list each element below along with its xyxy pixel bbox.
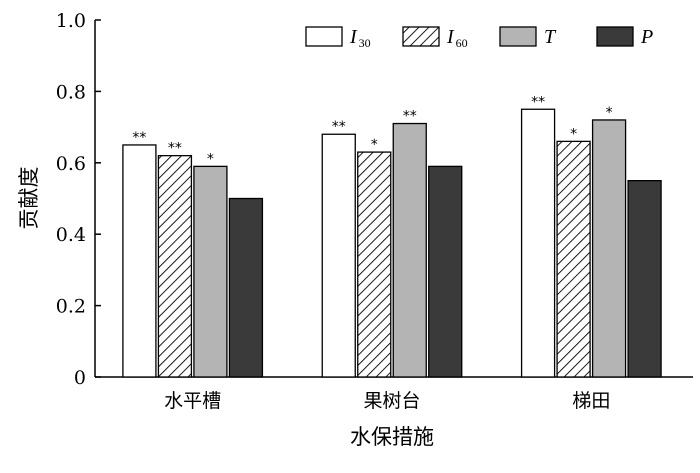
- legend-swatch-P: [596, 26, 634, 47]
- significance-label: **: [403, 109, 417, 125]
- y-tick-label: 0.6: [56, 153, 86, 175]
- legend-swatch-I60: [402, 26, 440, 47]
- bar-I30-1: [122, 144, 157, 378]
- y-tick-label: 0.8: [56, 81, 86, 103]
- bar-T-3: [591, 119, 627, 378]
- bar-I60-3: [556, 140, 591, 378]
- significance-label: *: [371, 137, 378, 153]
- bar-I60-1: [157, 155, 193, 378]
- y-tick-label: 0.2: [56, 296, 86, 318]
- bar-I30-3: [520, 108, 556, 378]
- significance-label: **: [531, 94, 545, 110]
- bar-I30-2: [321, 133, 356, 378]
- y-tick-label: 0: [74, 367, 86, 389]
- x-category-label: 梯田: [572, 390, 610, 412]
- bar-T-1: [193, 165, 228, 378]
- bar-P-1: [228, 197, 264, 378]
- legend-swatch-I30: [305, 26, 343, 47]
- significance-label: **: [132, 130, 146, 146]
- significance-label: *: [570, 126, 577, 142]
- x-category-label: 水平槽: [164, 390, 221, 412]
- bar-I60-2: [357, 151, 392, 378]
- y-axis-title: 贡献度: [17, 167, 41, 230]
- legend-label-P: P: [640, 26, 653, 48]
- significance-label: *: [207, 151, 214, 167]
- bar-P-2: [428, 165, 463, 378]
- legend-label-I60: I 60: [446, 26, 468, 50]
- legend-label-I30: I 30: [349, 26, 371, 50]
- legend-swatch-T: [499, 26, 537, 47]
- legend-label-T: T: [544, 26, 557, 48]
- x-category-label: 果树台: [363, 390, 420, 412]
- axes: 0 0.2 0.4 0.6 0.8 1.0 水平槽 果树台 梯田: [56, 10, 693, 412]
- bar-T-2: [392, 122, 427, 378]
- significance-label: *: [606, 105, 613, 121]
- bar-P-3: [627, 179, 662, 378]
- y-tick-label: 0.4: [56, 224, 86, 246]
- legend: I 30 I 60 T P: [305, 26, 653, 50]
- significance-label: **: [168, 141, 182, 157]
- y-tick-label: 1.0: [56, 10, 86, 32]
- significance-label: **: [332, 119, 346, 135]
- x-axis-title: 水保措施: [350, 425, 434, 449]
- bars: **************: [122, 94, 662, 378]
